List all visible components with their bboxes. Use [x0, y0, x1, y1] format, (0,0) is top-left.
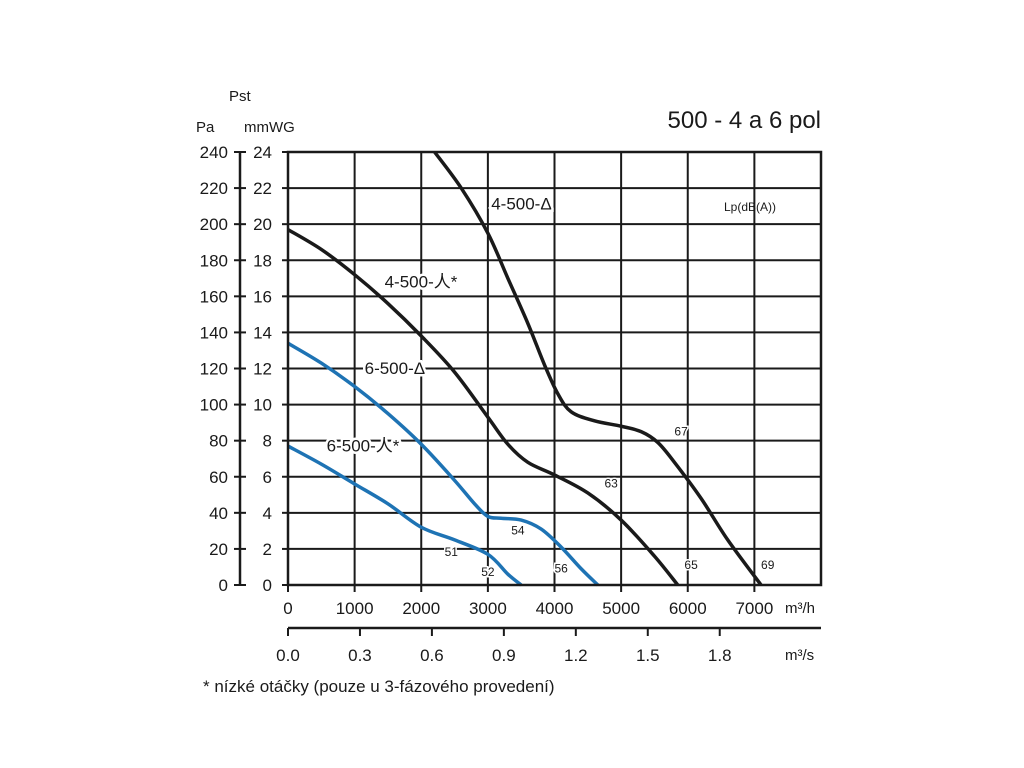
curve-label: 4-500-人*: [385, 272, 458, 291]
pa-tick-label: 60: [209, 468, 228, 487]
series-line-4: [287, 444, 523, 587]
mmwg-tick-label: 6: [263, 468, 272, 487]
m3s-tick-label: 0.9: [492, 646, 516, 665]
mmwg-tick-label: 14: [253, 323, 272, 342]
pa-tick-label: 200: [200, 215, 228, 234]
pa-tick-label: 120: [200, 360, 228, 379]
pa-tick-label: 160: [200, 287, 228, 306]
mmwg-tick-label: 12: [253, 360, 272, 379]
pa-tick-label: 180: [200, 251, 228, 270]
sound-level-label: 52: [481, 565, 495, 579]
m3h-tick-label: 5000: [602, 599, 640, 618]
pa-tick-label: 20: [209, 540, 228, 559]
pa-tick-label: 0: [219, 576, 228, 595]
m3h-tick-label: 4000: [536, 599, 574, 618]
mmwg-tick-label: 18: [253, 251, 272, 270]
pa-tick-label: 100: [200, 396, 228, 415]
mmwg-tick-label: 20: [253, 215, 272, 234]
legend-note: Lp(dB(A)): [724, 200, 776, 214]
series-line-2: [287, 228, 680, 587]
mmwg-tick-label: 24: [253, 143, 272, 162]
pa-tick-label: 220: [200, 179, 228, 198]
curve-label: 4-500-Δ: [491, 195, 552, 214]
m3s-tick-label: 0.0: [276, 646, 300, 665]
m3h-tick-label: 6000: [669, 599, 707, 618]
sound-level-label: 51: [445, 545, 459, 559]
x-unit-m3h: m³/h: [785, 600, 815, 617]
m3s-tick-label: 0.6: [420, 646, 444, 665]
chart-title: 500 - 4 a 6 pol: [668, 107, 821, 134]
sound-level-label: 65: [684, 558, 698, 572]
series-line-1: [433, 150, 763, 587]
pa-tick-label: 80: [209, 432, 228, 451]
m3h-tick-label: 3000: [469, 599, 507, 618]
m3s-tick-label: 1.2: [564, 646, 588, 665]
m3s-tick-label: 1.8: [708, 646, 732, 665]
plot-frame: [286, 150, 823, 587]
m3s-tick-label: 0.3: [348, 646, 372, 665]
sound-level-label: 56: [555, 561, 569, 575]
pa-tick-label: 40: [209, 504, 228, 523]
pa-unit-label: Pa: [196, 119, 215, 136]
pst-axis-label: Pst: [229, 88, 252, 105]
x-unit-m3s: m³/s: [785, 647, 814, 664]
m3h-tick-label: 0: [283, 599, 292, 618]
sound-level-label: 67: [674, 424, 688, 438]
curve-label: 6-500-人*: [327, 436, 400, 455]
sound-level-label: 54: [511, 523, 525, 537]
mmwg-tick-label: 22: [253, 179, 272, 198]
mmwg-tick-label: 4: [263, 504, 272, 523]
mmwg-tick-label: 16: [253, 287, 272, 306]
pa-tick-label: 140: [200, 323, 228, 342]
series-line-3: [287, 341, 600, 587]
footnote: * nízké otáčky (pouze u 3-fázového prove…: [203, 677, 555, 696]
mmwg-tick-label: 10: [253, 396, 272, 415]
sound-level-label: 63: [604, 477, 618, 491]
curve-label: 6-500-Δ: [365, 359, 426, 378]
m3s-tick-label: 1.5: [636, 646, 660, 665]
mmwg-tick-label: 0: [263, 576, 272, 595]
sound-level-label: 69: [761, 558, 775, 572]
m3h-tick-label: 7000: [735, 599, 773, 618]
mmwg-tick-label: 8: [263, 432, 272, 451]
mmwg-tick-label: 2: [263, 540, 272, 559]
pa-tick-label: 240: [200, 143, 228, 162]
m3h-tick-label: 1000: [336, 599, 374, 618]
m3h-tick-label: 2000: [402, 599, 440, 618]
mmwg-unit-label: mmWG: [244, 119, 295, 136]
